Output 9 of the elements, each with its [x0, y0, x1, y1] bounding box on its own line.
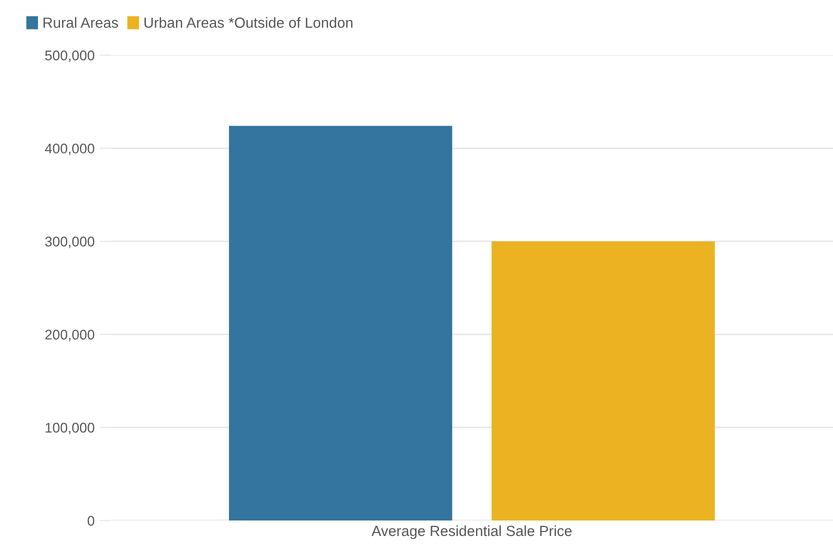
legend-label: Urban Areas *Outside of London — [144, 17, 352, 28]
y-tick-label: 500,000 — [45, 50, 94, 62]
y-tick-label: 400,000 — [44, 144, 94, 156]
y-tick-label: 0 — [88, 516, 94, 526]
y-tick-label: 100,000 — [46, 422, 94, 434]
legend-label: Rural Areas — [44, 17, 118, 28]
y-tick-label: 200,000 — [45, 330, 94, 342]
x-tick-label: Average Residential Sale Price — [372, 525, 572, 539]
y-tick-label: 300,000 — [45, 236, 94, 248]
